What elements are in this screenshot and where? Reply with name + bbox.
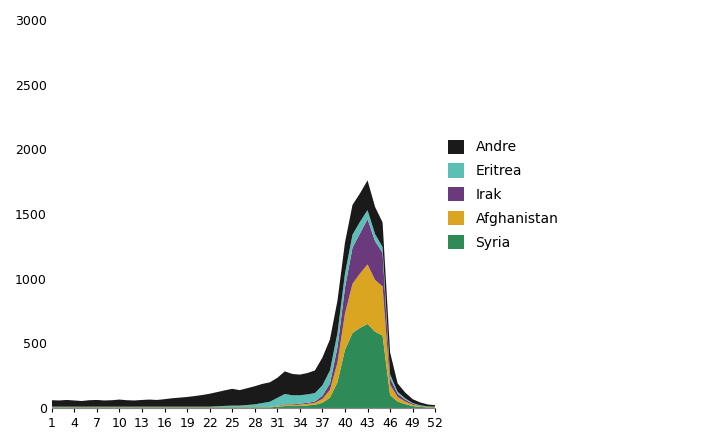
Legend: Andre, Eritrea, Irak, Afghanistan, Syria: Andre, Eritrea, Irak, Afghanistan, Syria: [442, 134, 564, 255]
